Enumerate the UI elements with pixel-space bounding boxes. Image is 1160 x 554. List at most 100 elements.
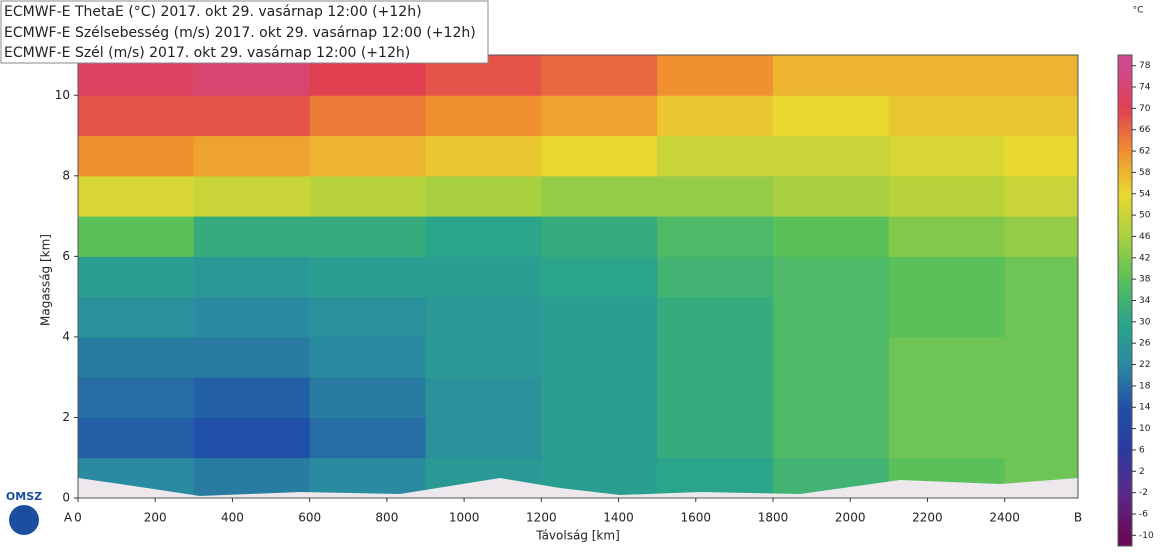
colorbar-tick-label: 54 xyxy=(1139,189,1151,199)
field-cell xyxy=(888,336,1006,378)
field-cell xyxy=(425,377,542,418)
colorbar-step xyxy=(1118,364,1132,371)
field-cell xyxy=(425,95,542,137)
field-cell xyxy=(1004,256,1078,298)
x-tick-label: 2400 xyxy=(989,511,1020,525)
y-tick-label: 4 xyxy=(62,329,70,343)
colorbar-step xyxy=(1118,55,1132,61)
colorbar-step xyxy=(1118,471,1132,478)
colorbar-step xyxy=(1118,140,1132,147)
colorbar-step xyxy=(1118,455,1132,462)
field-cell xyxy=(888,417,1006,459)
field-cell xyxy=(425,336,542,378)
colorbar-step xyxy=(1118,375,1132,382)
field-cell xyxy=(772,417,890,459)
colorbar-step xyxy=(1118,289,1132,296)
colorbar-tick-label: 46 xyxy=(1139,232,1151,242)
colorbar-step xyxy=(1118,71,1132,77)
x-tick-label: 400 xyxy=(221,511,244,525)
colorbar-tick-label: 58 xyxy=(1139,168,1151,178)
field-cell xyxy=(657,175,774,217)
colorbar-step xyxy=(1118,412,1132,419)
colorbar-step xyxy=(1118,401,1132,408)
field-cell xyxy=(888,296,1006,338)
logo-icon xyxy=(9,505,39,535)
colorbar-step xyxy=(1118,241,1132,248)
legend-line: ECMWF-E Szélsebesség (m/s) 2017. okt 29.… xyxy=(4,25,476,41)
colorbar-step xyxy=(1118,316,1132,323)
colorbar-step xyxy=(1118,124,1132,131)
colorbar-tick-label: 66 xyxy=(1139,125,1151,135)
colorbar-step xyxy=(1118,380,1132,387)
field-cell xyxy=(888,256,1006,298)
colorbar-step xyxy=(1118,503,1132,510)
field-cell xyxy=(193,336,311,378)
field-cell xyxy=(78,135,195,177)
field-cell xyxy=(78,336,195,378)
colorbar-tick-label: 74 xyxy=(1139,83,1151,93)
field-cell xyxy=(888,135,1006,177)
colorbar-step xyxy=(1118,311,1132,318)
colorbar-step xyxy=(1118,428,1132,435)
colorbar-step xyxy=(1118,423,1132,430)
colorbar-tick-label: 38 xyxy=(1139,275,1151,285)
start-label: A xyxy=(64,511,73,525)
field-cell xyxy=(425,296,542,338)
field-cell xyxy=(78,256,195,298)
colorbar-step xyxy=(1118,209,1132,216)
colorbar-step xyxy=(1118,167,1132,173)
colorbar-step xyxy=(1118,540,1132,547)
field-cell xyxy=(78,296,195,338)
colorbar-tick-label: 6 xyxy=(1139,445,1145,455)
colorbar-step xyxy=(1118,199,1132,205)
field-cell xyxy=(541,55,658,96)
colorbar-step xyxy=(1118,183,1132,189)
field-cell xyxy=(309,336,426,378)
colorbar-step xyxy=(1118,439,1132,446)
field-cell xyxy=(1004,175,1078,217)
field-cell xyxy=(772,135,890,177)
field-cell xyxy=(78,175,195,217)
field-cell xyxy=(78,417,195,459)
colorbar-step xyxy=(1118,119,1132,125)
colorbar-step xyxy=(1118,145,1132,152)
x-tick-label: 1800 xyxy=(758,511,789,525)
field-cell xyxy=(193,256,311,298)
logo: OMSZ xyxy=(6,490,42,503)
field-cell xyxy=(425,135,542,177)
field-cell xyxy=(541,256,658,298)
colorbar-step xyxy=(1118,295,1132,301)
field-cell xyxy=(888,377,1006,418)
field-cell xyxy=(193,457,311,498)
colorbar-step xyxy=(1118,188,1132,195)
colorbar-step xyxy=(1118,492,1132,499)
colorbar-step xyxy=(1118,348,1132,355)
colorbar-step xyxy=(1118,353,1132,360)
field-cell xyxy=(888,216,1006,257)
colorbar-step xyxy=(1118,465,1132,472)
x-tick-label: 600 xyxy=(298,511,321,525)
field-cell xyxy=(193,377,311,418)
field-cell xyxy=(425,417,542,459)
y-tick-label: 6 xyxy=(62,249,70,263)
colorbar-tick-label: -6 xyxy=(1139,509,1148,519)
field-cell xyxy=(193,135,311,177)
colorbar-step xyxy=(1118,172,1132,179)
colorbar-step xyxy=(1118,108,1132,115)
colorbar-step xyxy=(1118,257,1132,264)
colorbar-step xyxy=(1118,444,1132,451)
colorbar-tick-label: 10 xyxy=(1139,424,1151,434)
colorbar-step xyxy=(1118,273,1132,280)
colorbar-step xyxy=(1118,369,1132,376)
terrain xyxy=(78,478,1078,498)
colorbar-step xyxy=(1118,87,1132,93)
colorbar-step xyxy=(1118,407,1132,414)
field-cell xyxy=(193,296,311,338)
colorbar-step xyxy=(1118,236,1132,243)
y-tick-label: 0 xyxy=(62,491,70,505)
field-cell xyxy=(1004,135,1078,177)
colorbar-step xyxy=(1118,396,1132,403)
field-cell xyxy=(772,377,890,418)
field-cell xyxy=(309,175,426,217)
